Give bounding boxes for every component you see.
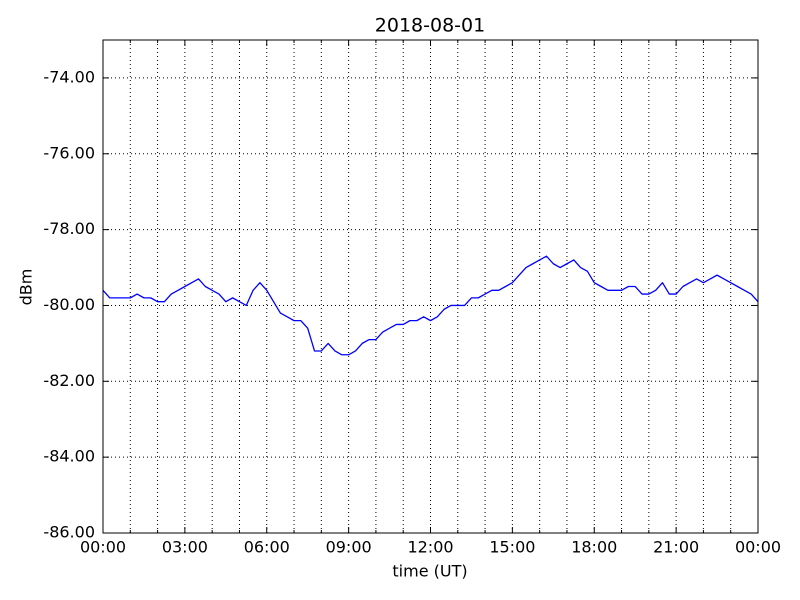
x-tick-label: 03:00 xyxy=(162,538,208,557)
chart-title: 2018-08-01 xyxy=(375,15,485,37)
y-tick-label: -78.00 xyxy=(43,219,95,238)
plot-frame xyxy=(102,39,759,534)
y-tick-label: -84.00 xyxy=(43,447,95,466)
x-tick-label: 00:00 xyxy=(80,538,126,557)
x-tick-label: 00:00 xyxy=(735,538,781,557)
y-tick-label: -82.00 xyxy=(43,371,95,390)
y-tick-label: -86.00 xyxy=(43,523,95,542)
x-axis-label: time (UT) xyxy=(392,562,467,581)
x-tick-label: 21:00 xyxy=(653,538,699,557)
y-axis-label: dBm xyxy=(17,269,36,306)
x-tick-label: 06:00 xyxy=(244,538,290,557)
x-tick-label: 15:00 xyxy=(489,538,535,557)
y-tick-label: -76.00 xyxy=(43,143,95,162)
y-tick-label: -74.00 xyxy=(43,67,95,86)
y-tick-label: -80.00 xyxy=(43,295,95,314)
data-line xyxy=(102,255,759,356)
x-tick-label: 12:00 xyxy=(407,538,453,557)
x-tick-label: 09:00 xyxy=(326,538,372,557)
x-tick-label: 18:00 xyxy=(571,538,617,557)
